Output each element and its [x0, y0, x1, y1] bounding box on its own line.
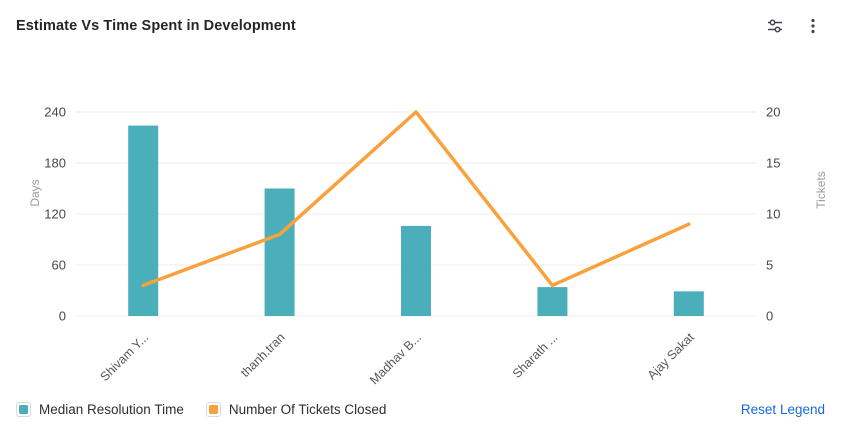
bar-swatch [19, 404, 28, 414]
y-right-tick-label: 15 [766, 156, 780, 171]
legend-marker-bar [16, 401, 31, 417]
x-category-label: Shivam Y... [98, 330, 152, 384]
reset-legend-link[interactable]: Reset Legend [740, 401, 825, 417]
y-left-tick-label: 180 [44, 156, 66, 171]
x-category-label: Madhav B... [367, 330, 424, 387]
x-category-label: thanh.tran [238, 330, 288, 380]
y-right-tick-label: 20 [766, 105, 780, 120]
y-left-tick-label: 0 [59, 309, 66, 324]
line-swatch [208, 404, 218, 414]
chart-header: Estimate Vs Time Spent in Development [0, 0, 841, 52]
legend-item-median-resolution-time[interactable]: Median Resolution Time [16, 401, 184, 417]
y-left-axis-title: Days [28, 179, 42, 206]
y-left-tick-label: 120 [44, 207, 66, 222]
bar-median-resolution-time[interactable] [673, 291, 704, 316]
line-number-of-tickets-closed[interactable] [141, 110, 691, 288]
legend: Median Resolution Time Number Of Tickets… [16, 401, 387, 417]
x-category-label: Ajay Sakat [645, 330, 698, 383]
legend-label: Median Resolution Time [39, 401, 184, 417]
x-category-label: Sharath ... [510, 330, 561, 381]
legend-item-number-of-tickets-closed[interactable]: Number Of Tickets Closed [205, 401, 387, 417]
y-right-tick-label: 0 [766, 309, 773, 324]
y-right-axis-title: Tickets [814, 171, 828, 209]
y-right-tick-label: 5 [766, 258, 773, 273]
y-left-tick-label: 60 [52, 258, 66, 273]
bar-median-resolution-time[interactable] [264, 188, 295, 317]
bar-median-resolution-time[interactable] [128, 125, 159, 316]
chart-footer: Median Resolution Time Number Of Tickets… [0, 396, 841, 422]
sliders-icon[interactable] [763, 14, 787, 38]
kebab-menu-icon[interactable] [801, 14, 825, 38]
bar-median-resolution-time[interactable] [537, 287, 568, 316]
y-right-tick-label: 10 [766, 207, 780, 222]
header-actions [763, 14, 825, 38]
chart-title: Estimate Vs Time Spent in Development [16, 18, 296, 34]
y-left-tick-label: 240 [44, 105, 66, 120]
legend-marker-line [205, 401, 221, 417]
bar-median-resolution-time[interactable] [401, 225, 431, 316]
legend-label: Number Of Tickets Closed [228, 401, 387, 417]
